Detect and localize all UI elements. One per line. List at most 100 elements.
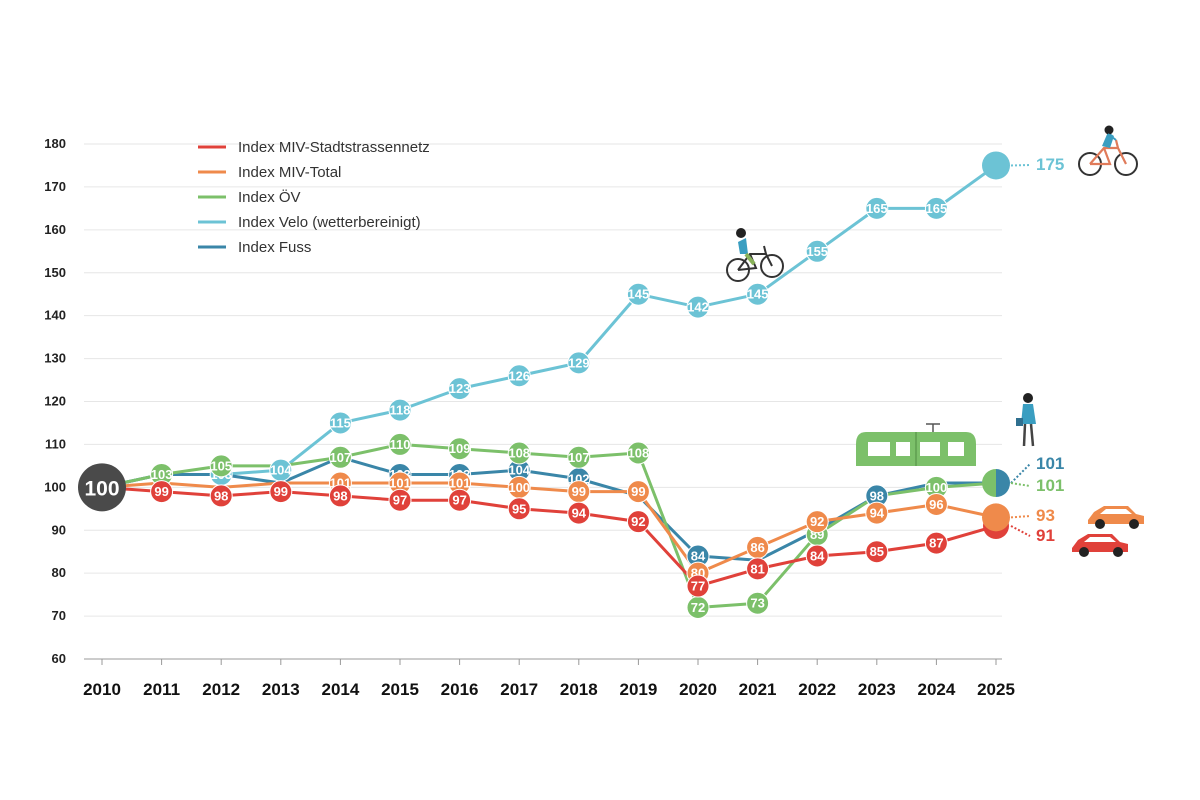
y-tick-label: 180	[44, 136, 66, 151]
y-tick-label: 100	[44, 479, 66, 494]
legend: Index MIV-Stadtstrassennetz Index MIV-To…	[198, 139, 430, 256]
data-label-miv-stadt: 85	[870, 544, 884, 559]
series-line-miv-stadt	[101, 485, 997, 588]
data-label-velo: 123	[449, 381, 471, 396]
legend-label-oev: Index ÖV	[238, 188, 301, 206]
point-velo	[924, 196, 948, 220]
data-label-fuss: 104	[508, 463, 530, 478]
data-label-miv-stadt: 84	[810, 549, 825, 564]
data-label-velo: 118	[390, 403, 411, 418]
data-label-miv-stadt: 77	[691, 579, 705, 594]
x-tick-label: 2010	[83, 680, 121, 699]
end-marker-oev	[982, 469, 996, 498]
point-miv-stadt	[865, 540, 889, 564]
start-marker-label: 100	[84, 477, 119, 500]
data-label-oev: 109	[449, 441, 471, 456]
point-velo	[686, 295, 710, 319]
y-tick-label: 170	[44, 179, 66, 194]
y-tick-label: 90	[52, 522, 66, 537]
end-leader-fuss	[1010, 463, 1031, 484]
data-label-miv-stadt: 95	[512, 501, 526, 516]
x-tick-label: 2013	[262, 680, 300, 699]
data-label-miv-stadt: 98	[214, 488, 228, 503]
data-label-miv-stadt: 97	[452, 493, 466, 508]
data-label-oev: 105	[210, 458, 232, 473]
data-label-oev: 72	[691, 600, 705, 615]
end-label-miv-total: 93	[1036, 506, 1055, 525]
point-velo	[865, 196, 889, 220]
x-tick-label: 2017	[500, 680, 538, 699]
data-label-miv-total: 99	[572, 484, 586, 499]
series-line-fuss	[101, 455, 996, 562]
point-oev	[507, 441, 531, 465]
point-miv-stadt	[269, 480, 293, 504]
data-label-oev: 103	[151, 467, 173, 482]
data-label-miv-total: 101	[449, 476, 471, 491]
data-label-miv-stadt: 81	[750, 561, 764, 576]
x-tick-label: 2018	[560, 680, 598, 699]
series-markers: 1031031041151181231261291451421451551651…	[78, 196, 948, 619]
point-miv-stadt	[328, 484, 352, 508]
tram-icon	[856, 423, 976, 466]
data-label-velo: 155	[806, 244, 828, 259]
car-icon	[1072, 534, 1128, 557]
data-label-velo: 129	[568, 355, 590, 370]
point-miv-stadt	[388, 488, 412, 512]
data-label-oev: 107	[568, 450, 590, 465]
end-label-velo: 175	[1036, 155, 1064, 174]
data-label-miv-total: 92	[810, 514, 824, 529]
point-miv-stadt	[686, 574, 710, 598]
point-miv-stadt	[448, 488, 472, 512]
point-miv-stadt	[924, 531, 948, 555]
car-icon	[1088, 506, 1144, 529]
data-label-oev: 110	[390, 437, 411, 452]
point-velo	[507, 364, 531, 388]
cyclist-icon	[1078, 125, 1138, 176]
y-tick-label: 70	[52, 608, 66, 623]
cyclist-icon	[726, 228, 784, 282]
point-oev	[448, 437, 472, 461]
pedestrian-icon	[1016, 393, 1036, 447]
point-miv-total	[924, 493, 948, 516]
point-miv-stadt	[567, 501, 591, 525]
data-label-fuss: 84	[691, 549, 706, 564]
point-miv-stadt	[746, 557, 770, 581]
point-oev	[626, 441, 650, 465]
data-label-miv-stadt: 87	[929, 536, 943, 551]
point-miv-stadt	[805, 544, 829, 568]
data-label-miv-total: 96	[929, 497, 943, 512]
point-velo	[448, 377, 472, 401]
data-label-velo: 145	[747, 287, 769, 302]
series-line-velo	[101, 164, 997, 489]
x-tick-label: 2012	[202, 680, 240, 699]
data-label-velo: 115	[330, 415, 351, 430]
data-label-oev: 108	[628, 446, 650, 461]
grid-lines	[84, 143, 1002, 660]
data-label-velo: 142	[687, 300, 709, 315]
y-tick-label: 130	[44, 351, 66, 366]
x-tick-label: 2016	[441, 680, 479, 699]
point-oev	[209, 454, 233, 478]
end-leader-miv-stadt	[1010, 525, 1031, 537]
y-tick-label: 110	[45, 436, 66, 451]
x-tick-label: 2011	[143, 680, 180, 699]
end-marker-velo	[982, 151, 1010, 180]
y-tick-label: 150	[44, 265, 66, 280]
legend-label-fuss: Index Fuss	[238, 239, 311, 256]
data-label-miv-stadt: 98	[333, 488, 347, 503]
data-label-miv-total: 86	[750, 540, 764, 555]
series-lines	[101, 164, 997, 609]
end-leader-miv-total	[1010, 515, 1031, 519]
point-velo	[388, 398, 412, 422]
data-label-miv-stadt: 99	[274, 484, 288, 499]
data-label-velo: 165	[866, 201, 888, 216]
y-tick-label: 80	[52, 565, 66, 580]
series-line-miv-total	[101, 481, 997, 575]
data-label-miv-total: 100	[508, 480, 530, 495]
x-tick-label: 2024	[917, 680, 955, 699]
end-leader-oev	[1010, 482, 1031, 487]
data-label-velo: 165	[926, 201, 948, 216]
point-miv-stadt	[209, 484, 233, 508]
point-miv-stadt	[150, 480, 174, 504]
